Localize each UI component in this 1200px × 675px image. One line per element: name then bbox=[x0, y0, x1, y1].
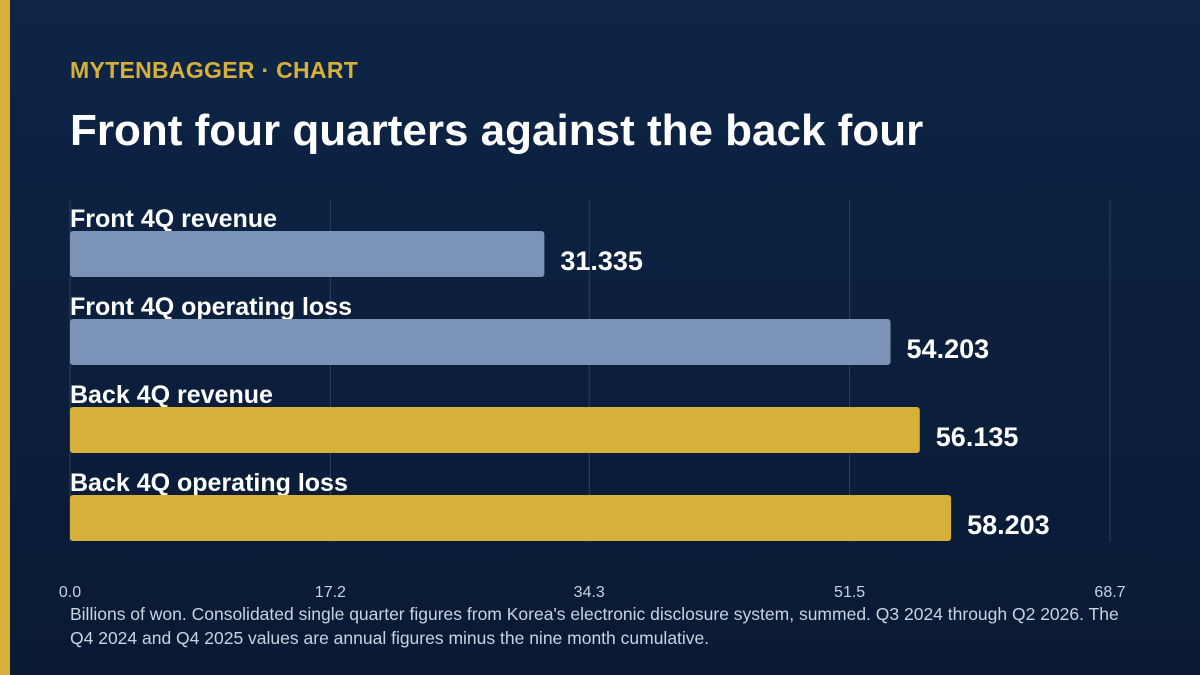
x-axis-ticks: 0.0 17.2 34.3 51.5 68.7 bbox=[59, 584, 1126, 601]
accent-bar bbox=[0, 0, 10, 675]
bar bbox=[70, 407, 920, 453]
footnote: Billions of won. Consolidated single qua… bbox=[70, 604, 1119, 648]
value-label: 31.335 bbox=[560, 246, 643, 276]
x-tick-label: 51.5 bbox=[834, 584, 865, 601]
bars: Front 4Q revenue 31.335 Front 4Q operating… bbox=[70, 205, 1050, 541]
x-tick-label: 34.3 bbox=[574, 584, 605, 601]
category-label: Front 4Q revenue bbox=[70, 205, 277, 233]
x-tick-label: 68.7 bbox=[1094, 584, 1125, 601]
value-label: 56.135 bbox=[936, 422, 1019, 452]
x-tick-label: 0.0 bbox=[59, 584, 81, 601]
x-tick-label: 17.2 bbox=[315, 584, 346, 601]
category-label: Back 4Q revenue bbox=[70, 381, 273, 409]
bar bbox=[70, 231, 545, 277]
category-label: Back 4Q operating loss bbox=[70, 469, 348, 497]
value-label: 58.203 bbox=[967, 510, 1050, 540]
kicker: MYTENBAGGER · CHART bbox=[70, 57, 359, 83]
chart-title: Front four quarters against the back fou… bbox=[70, 106, 924, 155]
bar bbox=[70, 319, 891, 365]
value-label: 54.203 bbox=[907, 334, 990, 364]
bar bbox=[70, 495, 952, 541]
category-label: Front 4Q operating loss bbox=[70, 293, 352, 321]
